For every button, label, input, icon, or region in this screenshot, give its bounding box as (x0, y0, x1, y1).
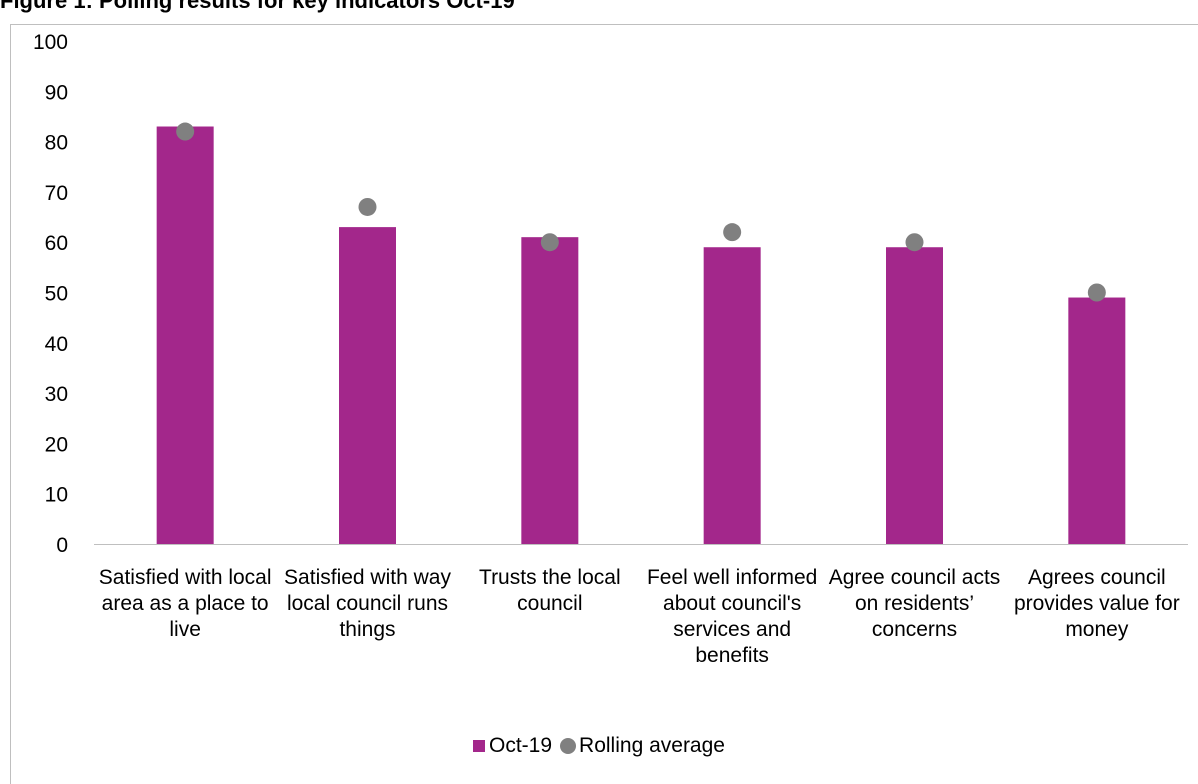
y-tick-label: 60 (45, 232, 68, 255)
y-tick-label: 50 (45, 283, 68, 306)
bar-series (156, 126, 1126, 545)
y-tick-label: 10 (45, 484, 68, 507)
bar-oct-19 (339, 227, 396, 545)
bar-oct-19 (521, 237, 579, 545)
y-tick-label: 100 (33, 31, 68, 54)
x-category-label: Satisfied with way local council runs th… (284, 566, 451, 641)
legend-swatch-dot (560, 738, 577, 754)
legend-label-rolling-average: Rolling average (579, 734, 725, 757)
y-tick-label: 70 (45, 182, 68, 205)
y-tick-label: 90 (45, 81, 68, 104)
bar-oct-19 (703, 247, 761, 545)
rolling-average-series (176, 122, 1106, 302)
x-category-label: Satisfied with local area as a place to … (98, 566, 272, 641)
chart-title: Figure 1: Polling results for key indica… (0, 0, 515, 13)
chart-frame (10, 24, 1198, 784)
y-tick-label: 0 (56, 534, 68, 557)
y-tick-label: 20 (45, 433, 68, 456)
point-rolling-average (1087, 283, 1106, 302)
y-tick-label: 80 (45, 132, 68, 155)
point-rolling-average (723, 223, 742, 242)
point-rolling-average (540, 233, 559, 252)
x-category-label: Feel well informed about council's servi… (646, 566, 818, 667)
bar-oct-19 (886, 247, 943, 545)
x-category-label: Agrees council provides value for money (1013, 566, 1180, 641)
legend: Oct-19 Rolling average (0, 734, 1198, 758)
bar-oct-19 (1068, 297, 1126, 544)
legend-item-oct-19: Oct-19 (473, 734, 552, 758)
y-axis: 0 10 20 30 40 50 60 70 80 90 100 (33, 31, 68, 557)
x-category-label: Agree council acts on residents’ concern… (828, 566, 1001, 641)
point-rolling-average (358, 197, 377, 216)
legend-label-oct-19: Oct-19 (489, 734, 553, 757)
x-category-label: Trusts the local council (479, 566, 621, 615)
point-rolling-average (176, 122, 195, 141)
bar-oct-19 (156, 126, 214, 544)
point-rolling-average (905, 233, 924, 252)
y-tick-label: 40 (45, 333, 68, 356)
legend-item-rolling-average: Rolling average (560, 734, 725, 758)
legend-swatch-bar (473, 740, 486, 752)
y-tick-label: 30 (45, 383, 68, 406)
